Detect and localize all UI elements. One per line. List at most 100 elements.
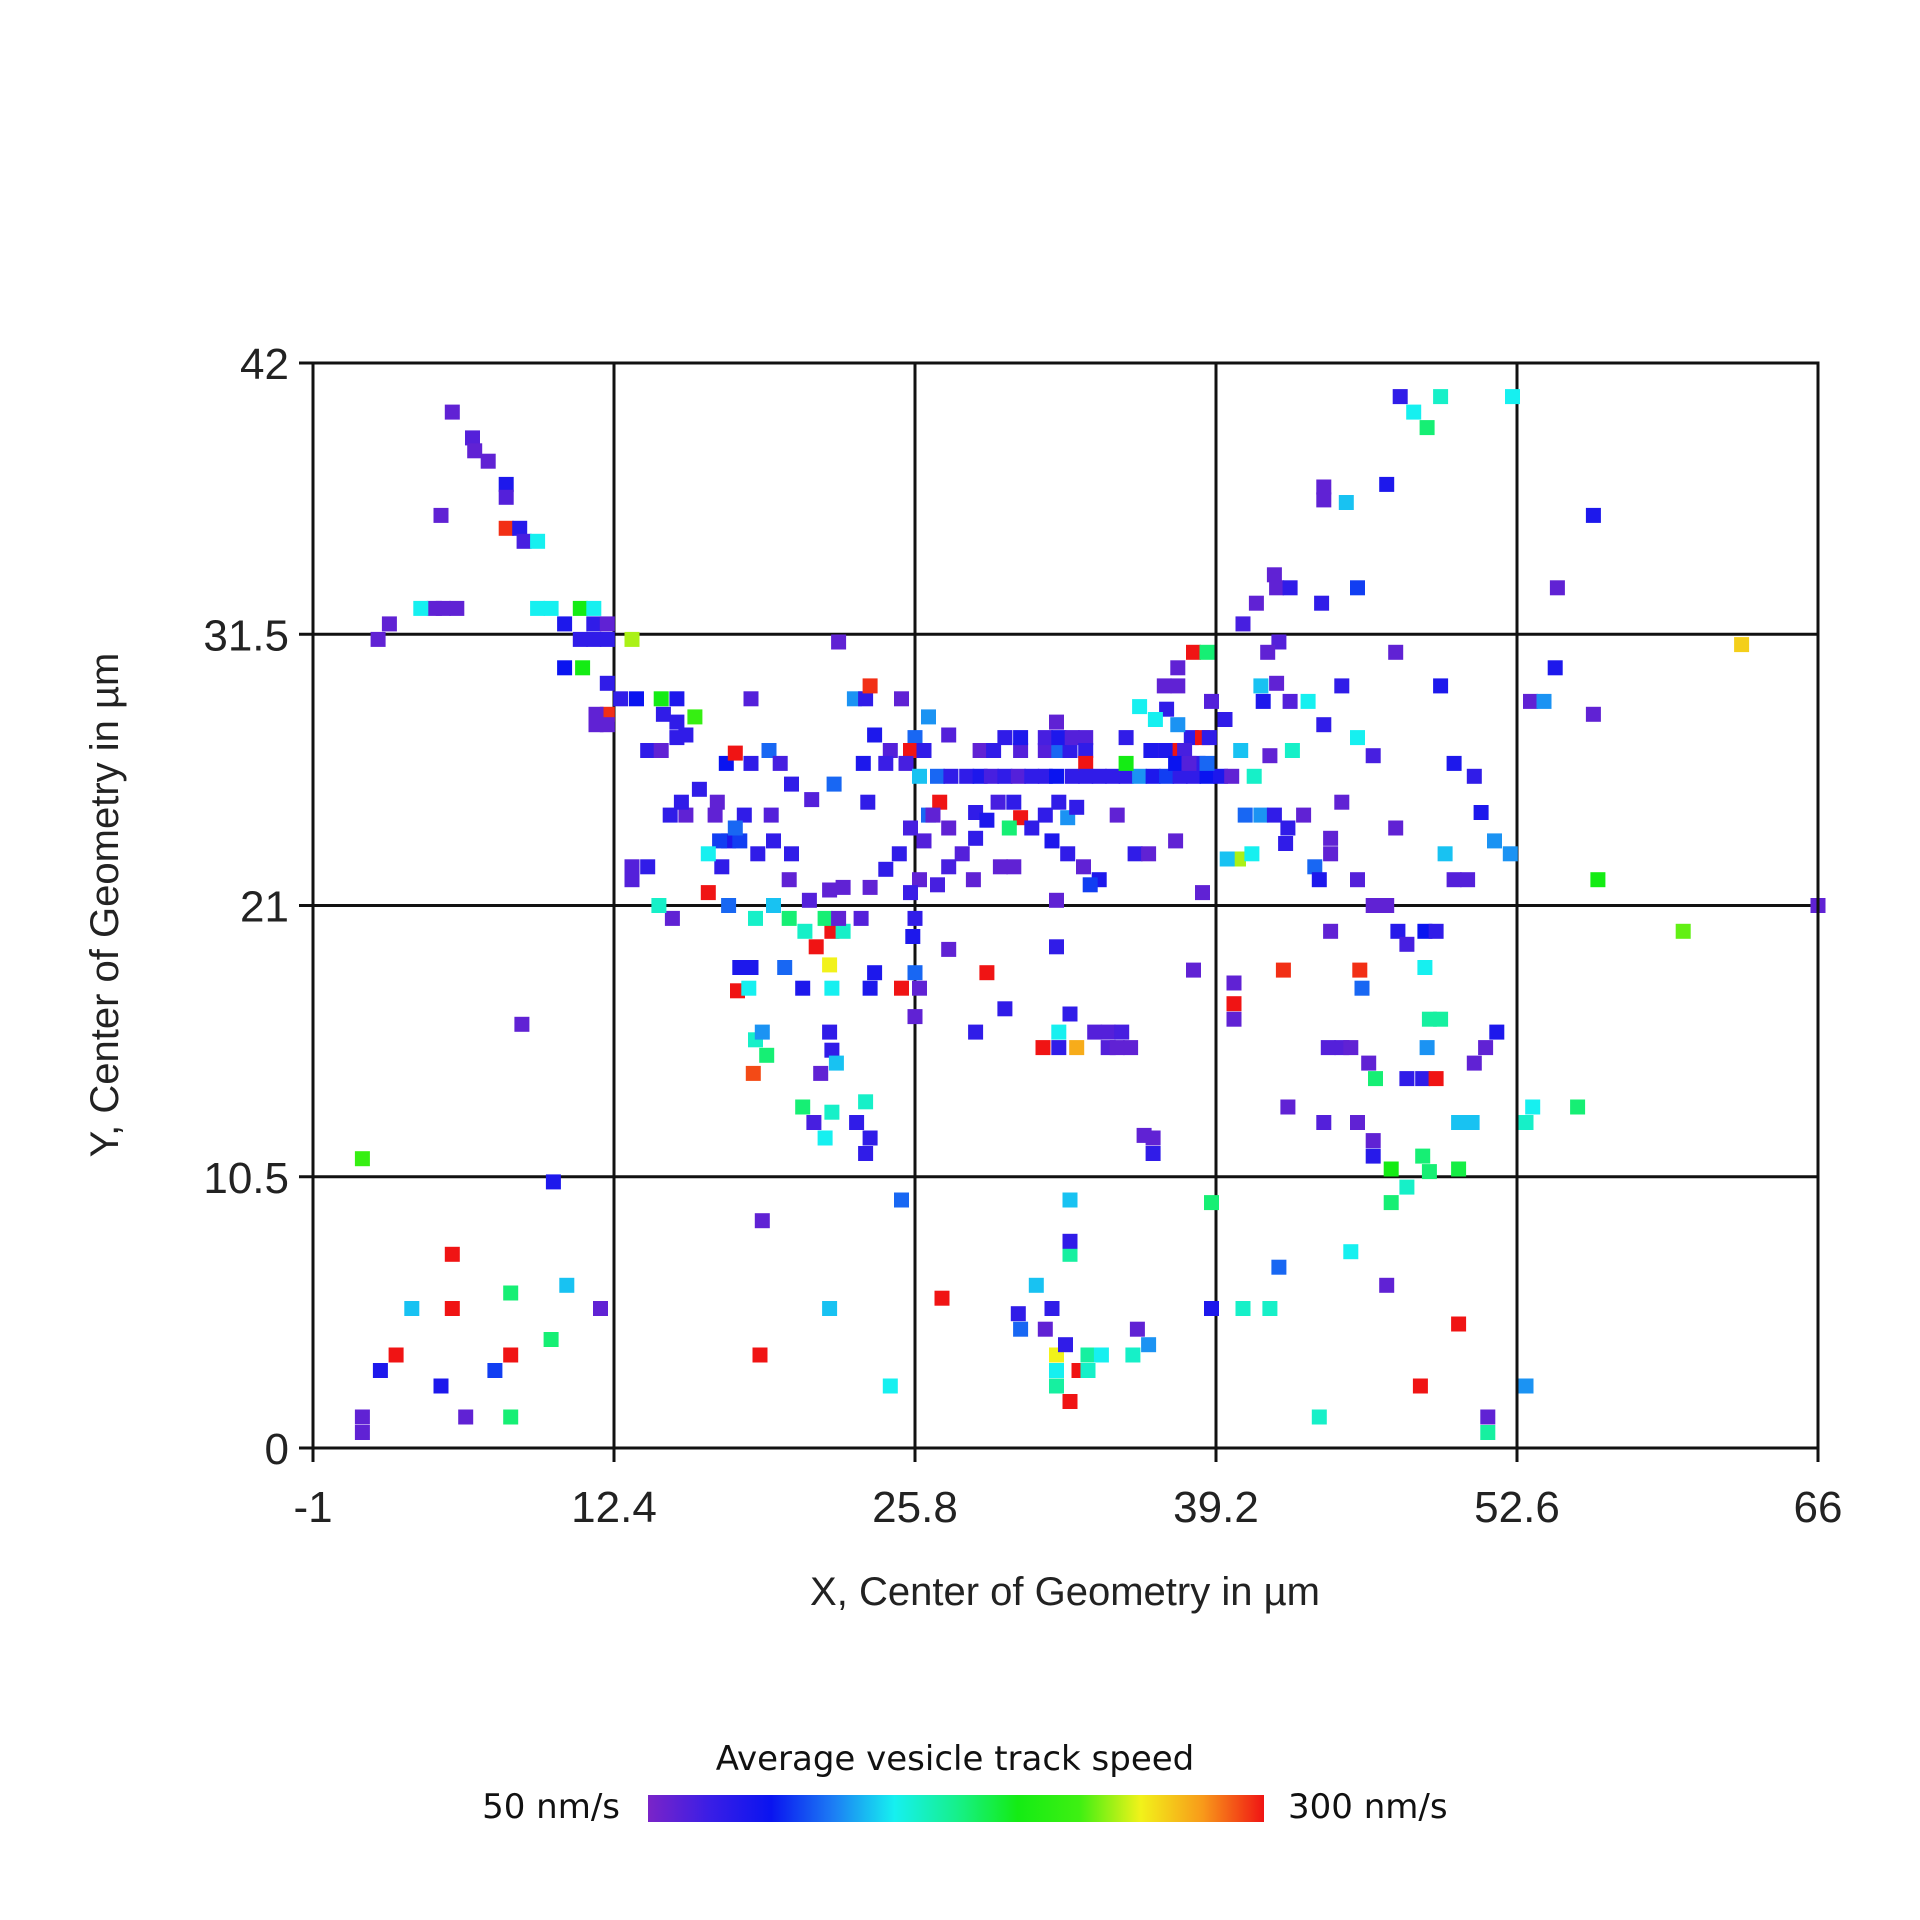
data-point xyxy=(1399,1071,1415,1087)
data-point xyxy=(954,846,970,862)
data-point xyxy=(822,1301,838,1316)
data-point xyxy=(1105,768,1121,784)
data-point xyxy=(862,980,878,996)
data-point xyxy=(1262,748,1278,764)
data-point xyxy=(732,833,748,849)
data-point xyxy=(941,820,957,836)
data-point xyxy=(1585,706,1601,722)
data-point xyxy=(1451,1161,1467,1177)
x-tick-label: 25.8 xyxy=(872,1483,958,1532)
data-point xyxy=(678,807,694,823)
data-point xyxy=(795,980,811,996)
data-point xyxy=(586,631,602,647)
data-point xyxy=(1262,1301,1278,1316)
data-point xyxy=(1518,1378,1534,1394)
data-point xyxy=(907,910,923,926)
data-point xyxy=(1271,1259,1287,1275)
data-point xyxy=(1078,768,1094,784)
data-point xyxy=(1428,923,1444,939)
data-point xyxy=(894,1192,909,1208)
data-point xyxy=(1275,962,1291,978)
data-point xyxy=(858,1094,874,1110)
data-point xyxy=(651,898,667,913)
data-point xyxy=(1473,805,1489,820)
data-point xyxy=(835,879,851,895)
data-point xyxy=(1219,851,1235,867)
data-point xyxy=(498,489,514,505)
data-point xyxy=(1383,1195,1399,1211)
data-point xyxy=(586,600,602,616)
data-point xyxy=(1365,898,1381,913)
data-points xyxy=(354,389,1826,1440)
data-point xyxy=(1037,1321,1053,1337)
data-point xyxy=(1123,1040,1139,1056)
data-point xyxy=(404,1301,420,1316)
data-point xyxy=(1143,743,1159,758)
data-point xyxy=(781,910,797,926)
data-point xyxy=(898,755,914,771)
data-point xyxy=(503,1347,519,1363)
data-point xyxy=(1051,1024,1067,1040)
data-point xyxy=(979,965,995,981)
data-point xyxy=(730,983,745,999)
data-point xyxy=(941,941,957,957)
data-point xyxy=(1069,1040,1085,1056)
data-point xyxy=(1224,768,1240,784)
data-point xyxy=(543,600,559,616)
data-point xyxy=(941,859,957,875)
y-axis-ticks: 0 10.5 21 31.5 42 xyxy=(203,340,313,1474)
y-tick-label: 21 xyxy=(240,883,289,932)
data-point xyxy=(1199,644,1215,660)
data-point xyxy=(444,1301,460,1316)
data-point xyxy=(1379,476,1395,492)
data-point xyxy=(530,600,546,616)
data-point xyxy=(1051,730,1067,746)
data-point xyxy=(992,859,1008,875)
data-point xyxy=(530,533,546,549)
data-point xyxy=(714,859,730,875)
data-point xyxy=(930,877,945,893)
data-point xyxy=(1051,1040,1067,1056)
data-point xyxy=(943,768,959,784)
data-point xyxy=(1062,1233,1078,1249)
data-point xyxy=(743,691,759,707)
data-point xyxy=(813,1065,829,1081)
data-point xyxy=(1352,962,1368,978)
data-point xyxy=(1125,1347,1141,1363)
data-point xyxy=(1226,996,1242,1012)
data-point xyxy=(1478,1040,1494,1056)
data-point xyxy=(1248,595,1264,611)
data-point xyxy=(444,404,460,420)
data-point xyxy=(1547,660,1563,676)
data-point xyxy=(1024,768,1040,784)
data-point xyxy=(1314,595,1330,611)
data-point xyxy=(588,717,604,733)
data-point xyxy=(388,1347,404,1363)
data-point xyxy=(575,660,591,676)
data-point xyxy=(777,960,793,975)
data-point xyxy=(1266,807,1282,823)
data-point xyxy=(1118,768,1134,784)
data-point xyxy=(1087,1024,1103,1040)
data-point xyxy=(826,776,842,792)
data-point xyxy=(1010,1306,1026,1322)
data-point xyxy=(662,807,678,823)
data-point xyxy=(1392,389,1408,405)
data-point xyxy=(759,1047,775,1063)
data-point xyxy=(1035,1040,1051,1056)
data-point xyxy=(653,691,669,707)
data-point xyxy=(860,794,876,810)
data-point xyxy=(1269,675,1285,691)
data-point xyxy=(855,755,871,771)
data-point xyxy=(1118,730,1134,746)
data-point xyxy=(1159,743,1175,758)
data-point xyxy=(1049,1378,1064,1394)
y-axis-label: Y, Center of Geometry in µm xyxy=(83,653,127,1158)
data-point xyxy=(370,631,386,647)
data-point xyxy=(1412,1378,1428,1394)
data-point xyxy=(1078,755,1094,771)
data-point xyxy=(512,520,528,536)
data-point xyxy=(1062,1394,1078,1409)
data-point xyxy=(1460,872,1476,888)
data-point xyxy=(1064,768,1080,784)
